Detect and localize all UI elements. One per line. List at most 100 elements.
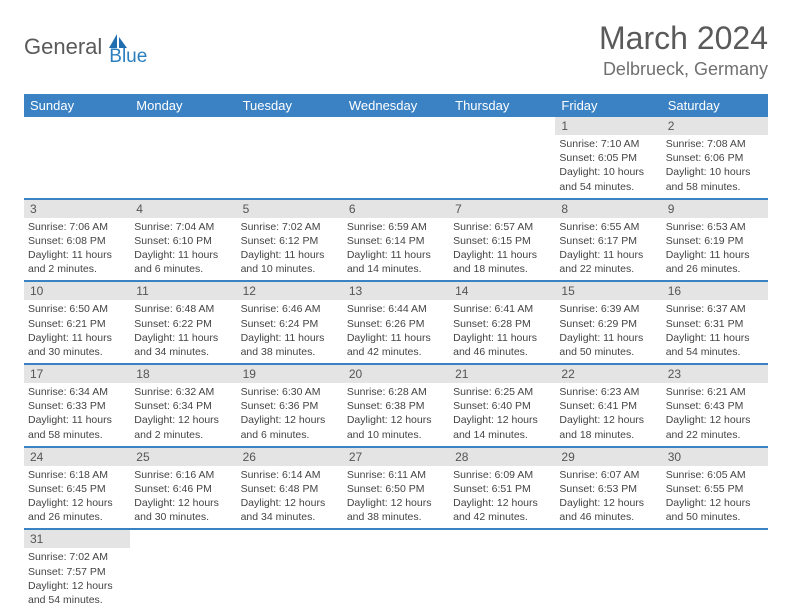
calendar-row: 24Sunrise: 6:18 AMSunset: 6:45 PMDayligh… <box>24 447 768 530</box>
day-number: 1 <box>555 117 661 135</box>
calendar-cell: 6Sunrise: 6:59 AMSunset: 6:14 PMDaylight… <box>343 199 449 282</box>
sunset-line: Sunset: 6:48 PM <box>241 482 339 496</box>
daylight-line: Daylight: 10 hours and 54 minutes. <box>559 165 657 193</box>
day-number: 7 <box>449 200 555 218</box>
calendar-cell: 3Sunrise: 7:06 AMSunset: 6:08 PMDaylight… <box>24 199 130 282</box>
day-number: 5 <box>237 200 343 218</box>
sunset-line: Sunset: 6:53 PM <box>559 482 657 496</box>
day-number: 31 <box>24 530 130 548</box>
daylight-line: Daylight: 12 hours and 34 minutes. <box>241 496 339 524</box>
sunset-line: Sunset: 6:05 PM <box>559 151 657 165</box>
day-content: Sunrise: 6:07 AMSunset: 6:53 PMDaylight:… <box>555 466 661 529</box>
calendar-cell: 21Sunrise: 6:25 AMSunset: 6:40 PMDayligh… <box>449 364 555 447</box>
sunset-line: Sunset: 6:29 PM <box>559 317 657 331</box>
calendar-cell: 22Sunrise: 6:23 AMSunset: 6:41 PMDayligh… <box>555 364 661 447</box>
page-title: March 2024 <box>599 20 768 57</box>
sunset-line: Sunset: 6:55 PM <box>666 482 764 496</box>
calendar-cell: 17Sunrise: 6:34 AMSunset: 6:33 PMDayligh… <box>24 364 130 447</box>
day-number: 26 <box>237 448 343 466</box>
day-content: Sunrise: 6:34 AMSunset: 6:33 PMDaylight:… <box>24 383 130 446</box>
sunset-line: Sunset: 6:19 PM <box>666 234 764 248</box>
sunset-line: Sunset: 6:24 PM <box>241 317 339 331</box>
day-content: Sunrise: 6:32 AMSunset: 6:34 PMDaylight:… <box>130 383 236 446</box>
day-number: 23 <box>662 365 768 383</box>
day-number: 4 <box>130 200 236 218</box>
day-number: 21 <box>449 365 555 383</box>
sunset-line: Sunset: 6:21 PM <box>28 317 126 331</box>
calendar-row: 3Sunrise: 7:06 AMSunset: 6:08 PMDaylight… <box>24 199 768 282</box>
weekday-header: Thursday <box>449 94 555 117</box>
day-content: Sunrise: 6:23 AMSunset: 6:41 PMDaylight:… <box>555 383 661 446</box>
sunrise-line: Sunrise: 6:28 AM <box>347 385 445 399</box>
sunrise-line: Sunrise: 6:21 AM <box>666 385 764 399</box>
sunrise-line: Sunrise: 6:59 AM <box>347 220 445 234</box>
daylight-line: Daylight: 12 hours and 54 minutes. <box>28 579 126 607</box>
day-content: Sunrise: 6:09 AMSunset: 6:51 PMDaylight:… <box>449 466 555 529</box>
sunrise-line: Sunrise: 7:10 AM <box>559 137 657 151</box>
sunrise-line: Sunrise: 6:14 AM <box>241 468 339 482</box>
day-content: Sunrise: 7:06 AMSunset: 6:08 PMDaylight:… <box>24 218 130 281</box>
sunset-line: Sunset: 6:41 PM <box>559 399 657 413</box>
sunrise-line: Sunrise: 7:02 AM <box>241 220 339 234</box>
calendar-cell: 4Sunrise: 7:04 AMSunset: 6:10 PMDaylight… <box>130 199 236 282</box>
day-content: Sunrise: 6:46 AMSunset: 6:24 PMDaylight:… <box>237 300 343 363</box>
day-number: 11 <box>130 282 236 300</box>
calendar-cell: 11Sunrise: 6:48 AMSunset: 6:22 PMDayligh… <box>130 281 236 364</box>
calendar-cell <box>24 117 130 199</box>
calendar-cell: 8Sunrise: 6:55 AMSunset: 6:17 PMDaylight… <box>555 199 661 282</box>
day-content: Sunrise: 6:14 AMSunset: 6:48 PMDaylight:… <box>237 466 343 529</box>
day-number: 3 <box>24 200 130 218</box>
day-content: Sunrise: 6:25 AMSunset: 6:40 PMDaylight:… <box>449 383 555 446</box>
calendar-row: 10Sunrise: 6:50 AMSunset: 6:21 PMDayligh… <box>24 281 768 364</box>
sunrise-line: Sunrise: 6:05 AM <box>666 468 764 482</box>
logo: General Blue <box>24 26 147 68</box>
sunset-line: Sunset: 6:51 PM <box>453 482 551 496</box>
daylight-line: Daylight: 12 hours and 10 minutes. <box>347 413 445 441</box>
calendar-cell <box>662 529 768 611</box>
calendar-cell: 10Sunrise: 6:50 AMSunset: 6:21 PMDayligh… <box>24 281 130 364</box>
calendar-cell: 28Sunrise: 6:09 AMSunset: 6:51 PMDayligh… <box>449 447 555 530</box>
day-content: Sunrise: 6:57 AMSunset: 6:15 PMDaylight:… <box>449 218 555 281</box>
sunrise-line: Sunrise: 6:32 AM <box>134 385 232 399</box>
sunrise-line: Sunrise: 6:55 AM <box>559 220 657 234</box>
calendar-row: 1Sunrise: 7:10 AMSunset: 6:05 PMDaylight… <box>24 117 768 199</box>
daylight-line: Daylight: 11 hours and 14 minutes. <box>347 248 445 276</box>
weekday-header: Wednesday <box>343 94 449 117</box>
calendar-cell <box>237 117 343 199</box>
sunset-line: Sunset: 6:28 PM <box>453 317 551 331</box>
sunrise-line: Sunrise: 7:06 AM <box>28 220 126 234</box>
day-number: 17 <box>24 365 130 383</box>
calendar-cell <box>449 117 555 199</box>
sunrise-line: Sunrise: 6:11 AM <box>347 468 445 482</box>
day-content: Sunrise: 6:53 AMSunset: 6:19 PMDaylight:… <box>662 218 768 281</box>
day-number: 28 <box>449 448 555 466</box>
sunset-line: Sunset: 6:45 PM <box>28 482 126 496</box>
day-content: Sunrise: 7:10 AMSunset: 6:05 PMDaylight:… <box>555 135 661 198</box>
weekday-header: Monday <box>130 94 236 117</box>
calendar-cell: 9Sunrise: 6:53 AMSunset: 6:19 PMDaylight… <box>662 199 768 282</box>
day-content: Sunrise: 6:41 AMSunset: 6:28 PMDaylight:… <box>449 300 555 363</box>
daylight-line: Daylight: 11 hours and 26 minutes. <box>666 248 764 276</box>
calendar-header-row: SundayMondayTuesdayWednesdayThursdayFrid… <box>24 94 768 117</box>
calendar-row: 17Sunrise: 6:34 AMSunset: 6:33 PMDayligh… <box>24 364 768 447</box>
calendar-cell <box>237 529 343 611</box>
day-content: Sunrise: 7:02 AMSunset: 7:57 PMDaylight:… <box>24 548 130 611</box>
calendar-cell: 19Sunrise: 6:30 AMSunset: 6:36 PMDayligh… <box>237 364 343 447</box>
day-number: 18 <box>130 365 236 383</box>
calendar-cell: 5Sunrise: 7:02 AMSunset: 6:12 PMDaylight… <box>237 199 343 282</box>
sunset-line: Sunset: 6:14 PM <box>347 234 445 248</box>
daylight-line: Daylight: 11 hours and 42 minutes. <box>347 331 445 359</box>
day-number: 29 <box>555 448 661 466</box>
calendar-cell: 30Sunrise: 6:05 AMSunset: 6:55 PMDayligh… <box>662 447 768 530</box>
day-content: Sunrise: 6:30 AMSunset: 6:36 PMDaylight:… <box>237 383 343 446</box>
calendar-cell <box>130 529 236 611</box>
sunset-line: Sunset: 6:15 PM <box>453 234 551 248</box>
calendar-cell: 26Sunrise: 6:14 AMSunset: 6:48 PMDayligh… <box>237 447 343 530</box>
sunset-line: Sunset: 6:17 PM <box>559 234 657 248</box>
sunrise-line: Sunrise: 6:09 AM <box>453 468 551 482</box>
sunrise-line: Sunrise: 6:44 AM <box>347 302 445 316</box>
sunset-line: Sunset: 6:10 PM <box>134 234 232 248</box>
day-content: Sunrise: 6:59 AMSunset: 6:14 PMDaylight:… <box>343 218 449 281</box>
daylight-line: Daylight: 11 hours and 34 minutes. <box>134 331 232 359</box>
daylight-line: Daylight: 12 hours and 2 minutes. <box>134 413 232 441</box>
